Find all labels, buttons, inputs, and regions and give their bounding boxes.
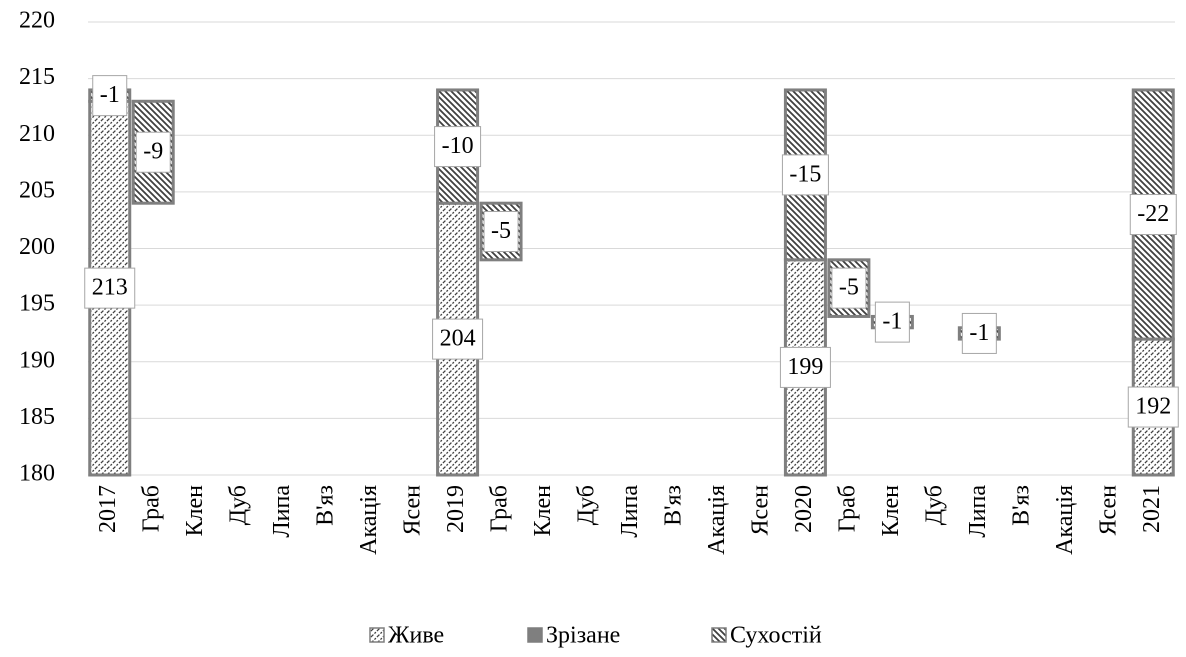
data-label-text: -9 — [143, 139, 163, 165]
data-label: -15 — [781, 154, 829, 196]
legend-marker — [527, 627, 543, 643]
x-tick-label: В'яз — [660, 485, 686, 526]
x-tick-label: Липа — [269, 485, 295, 538]
data-label-text: -5 — [839, 275, 859, 301]
data-label: -1 — [874, 301, 910, 343]
y-tick-label: 205 — [19, 177, 55, 203]
y-tick-label: 180 — [19, 461, 55, 487]
x-tick-label: Дуб — [921, 485, 947, 525]
data-label: -22 — [1129, 194, 1177, 236]
x-tick-label: 2021 — [1139, 485, 1165, 533]
data-label-box — [874, 301, 910, 343]
data-label-text: -5 — [491, 218, 511, 244]
x-tick-label: 2020 — [791, 485, 817, 533]
legend-label: Живе — [388, 623, 444, 649]
data-label-text: -22 — [1137, 201, 1169, 227]
data-label-box — [434, 126, 482, 168]
y-tick-label: 190 — [19, 347, 55, 373]
data-label-text: 213 — [92, 275, 128, 301]
data-label: 192 — [1127, 386, 1179, 428]
data-label-box — [92, 75, 128, 117]
x-tick-label: Ясен — [400, 485, 426, 536]
x-tick-label: Липа — [617, 485, 643, 538]
x-tick-label: Граб — [487, 485, 513, 532]
x-tick-label: 2017 — [95, 485, 121, 533]
data-label-text: 192 — [1135, 394, 1171, 420]
legend-label: Сухостій — [730, 623, 822, 649]
legend-marker — [711, 627, 727, 643]
legend-label: Зрізане — [546, 623, 620, 649]
y-tick-label: 200 — [19, 234, 55, 260]
y-tick-label: 210 — [19, 121, 55, 147]
data-label-text: 199 — [787, 354, 823, 380]
data-label-text: 204 — [440, 326, 476, 352]
x-tick-label: Граб — [834, 485, 860, 532]
data-label-text: -1 — [969, 320, 989, 346]
data-label-box — [483, 211, 519, 253]
y-tick-label: 215 — [19, 64, 55, 90]
x-tick-label: Акація — [1052, 485, 1078, 555]
data-label: -9 — [135, 131, 171, 173]
x-tick-label: Клен — [182, 485, 208, 537]
x-tick-label: В'яз — [1008, 485, 1034, 526]
data-label: -1 — [961, 312, 997, 354]
x-tick-label: В'яз — [313, 485, 339, 526]
data-label-box — [781, 154, 829, 196]
data-label-text: -1 — [882, 309, 902, 335]
data-label: -1 — [92, 75, 128, 117]
data-label-box — [1129, 194, 1177, 236]
data-label: -10 — [434, 126, 482, 168]
data-label-box — [135, 131, 171, 173]
y-tick-label: 220 — [19, 8, 55, 34]
data-label: 213 — [84, 267, 136, 309]
x-tick-label: Ясен — [747, 485, 773, 536]
legend-marker — [369, 627, 385, 643]
x-tick-label: Ясен — [1095, 485, 1121, 536]
data-label-text: -15 — [789, 161, 821, 187]
data-label-box — [831, 267, 867, 309]
x-tick-label: Граб — [139, 485, 165, 532]
x-tick-label: Клен — [530, 485, 556, 537]
x-tick-label: Акація — [704, 485, 730, 555]
x-tick-label: Дуб — [574, 485, 600, 525]
y-tick-label: 195 — [19, 291, 55, 317]
data-label-text: -10 — [442, 133, 474, 159]
data-label: -5 — [831, 267, 867, 309]
data-label: 199 — [779, 346, 831, 388]
data-label-text: -1 — [100, 82, 120, 108]
x-tick-label: Акація — [356, 485, 382, 555]
data-label-box — [432, 318, 484, 360]
data-label: 204 — [432, 318, 484, 360]
data-label-box — [84, 267, 136, 309]
x-tick-label: Липа — [965, 485, 991, 538]
x-tick-label: Дуб — [226, 485, 252, 525]
data-label-box — [1127, 386, 1179, 428]
data-label-box — [779, 346, 831, 388]
x-tick-label: 2019 — [443, 485, 469, 533]
y-tick-label: 185 — [19, 404, 55, 430]
data-label: -5 — [483, 211, 519, 253]
data-label-box — [961, 312, 997, 354]
x-tick-label: Клен — [878, 485, 904, 537]
